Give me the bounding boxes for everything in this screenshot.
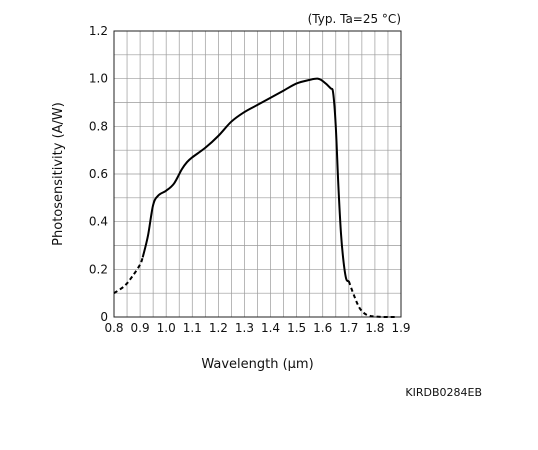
- x-tick-label: 1.5: [287, 321, 306, 335]
- y-tick-label: 0.8: [89, 119, 108, 133]
- x-tick-label: 0.9: [131, 321, 150, 335]
- y-tick-label: 1.0: [89, 72, 108, 86]
- y-tick-label: 0: [100, 310, 108, 324]
- curve-segment-dashed: [113, 257, 144, 295]
- x-tick-label: 1.0: [157, 321, 176, 335]
- y-tick-label: 0.6: [89, 167, 108, 181]
- document-code: KIRDB0284EB: [405, 386, 482, 399]
- x-tick-label: 1.4: [261, 321, 280, 335]
- x-tick-labels: 0.8 0.9 1.0 1.1 1.2 1.3 1.4 1.5 1.6 1.7 1.8 1.9: [104, 321, 410, 335]
- x-tick-label: 1.3: [235, 321, 254, 335]
- x-tick-label: 1.7: [339, 321, 358, 335]
- y-tick-label: 1.2: [89, 24, 108, 38]
- x-tick-label: 1.6: [313, 321, 332, 335]
- plot-frame: [113, 30, 402, 318]
- sensitivity-curve: [113, 77, 396, 319]
- x-tick-label: 1.2: [209, 321, 228, 335]
- grid-lines: [114, 31, 401, 317]
- y-tick-label: 0.4: [89, 215, 108, 229]
- y-axis-label: Photosensitivity (A/W): [51, 102, 66, 246]
- curve-segment-solid: [141, 77, 350, 283]
- curve-segment-dashed: [347, 280, 396, 319]
- x-tick-label: 0.8: [104, 321, 123, 335]
- condition-note: (Typ. Ta=25 °C): [308, 12, 401, 26]
- x-tick-label: 1.9: [391, 321, 410, 335]
- y-tick-label: 0.2: [89, 262, 108, 276]
- x-tick-label: 1.1: [183, 321, 202, 335]
- x-axis-label: Wavelength (μm): [201, 357, 313, 372]
- y-tick-labels: 0 0.2 0.4 0.6 0.8 1.0 1.2: [89, 24, 108, 324]
- x-tick-label: 1.8: [365, 321, 384, 335]
